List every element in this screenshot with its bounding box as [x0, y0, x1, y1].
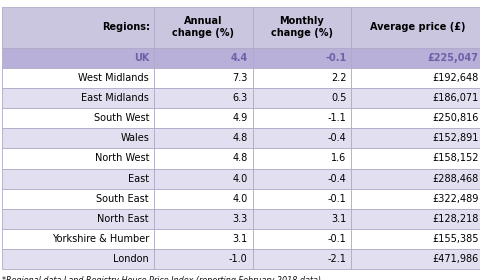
Text: £322,489: £322,489 — [432, 194, 478, 204]
Text: 3.1: 3.1 — [232, 234, 247, 244]
Bar — [350, 88, 480, 108]
Bar — [2, 7, 154, 48]
Text: 4.9: 4.9 — [232, 113, 247, 123]
Bar — [350, 48, 480, 68]
Bar — [2, 209, 154, 229]
Bar — [154, 128, 252, 148]
Text: -2.1: -2.1 — [327, 254, 346, 264]
Bar — [2, 48, 154, 68]
Text: 4.8: 4.8 — [232, 133, 247, 143]
Text: 7.3: 7.3 — [232, 73, 247, 83]
Text: -0.1: -0.1 — [327, 234, 346, 244]
Text: £152,891: £152,891 — [432, 133, 478, 143]
Bar — [350, 229, 480, 249]
Bar — [2, 128, 154, 148]
Text: £155,385: £155,385 — [431, 234, 478, 244]
Text: 4.8: 4.8 — [232, 153, 247, 164]
Text: £186,071: £186,071 — [432, 93, 478, 103]
Text: -1.0: -1.0 — [228, 254, 247, 264]
Text: South West: South West — [94, 113, 149, 123]
Bar — [350, 189, 480, 209]
Bar — [154, 229, 252, 249]
Bar — [154, 88, 252, 108]
Bar — [350, 249, 480, 269]
Bar — [154, 249, 252, 269]
Text: £192,648: £192,648 — [432, 73, 478, 83]
Bar — [252, 249, 350, 269]
Bar — [252, 189, 350, 209]
Bar — [350, 108, 480, 128]
Bar — [350, 169, 480, 189]
Bar — [252, 209, 350, 229]
Text: 2.2: 2.2 — [330, 73, 346, 83]
Bar — [2, 229, 154, 249]
Bar — [252, 229, 350, 249]
Text: UK: UK — [133, 53, 149, 63]
Bar — [154, 48, 252, 68]
Text: -0.4: -0.4 — [327, 174, 346, 184]
Bar — [154, 148, 252, 169]
Text: Monthly
change (%): Monthly change (%) — [270, 17, 332, 38]
Bar — [154, 108, 252, 128]
Bar — [2, 108, 154, 128]
Bar — [350, 7, 480, 48]
Text: Annual
change (%): Annual change (%) — [172, 17, 234, 38]
Text: Yorkshire & Humber: Yorkshire & Humber — [52, 234, 149, 244]
Bar — [2, 68, 154, 88]
Text: -0.1: -0.1 — [327, 194, 346, 204]
Bar — [2, 88, 154, 108]
Text: 3.3: 3.3 — [232, 214, 247, 224]
Text: South East: South East — [96, 194, 149, 204]
Text: Regions:: Regions: — [102, 22, 150, 32]
Text: £471,986: £471,986 — [432, 254, 478, 264]
Text: 1.6: 1.6 — [330, 153, 346, 164]
Text: East Midlands: East Midlands — [81, 93, 149, 103]
Text: East: East — [128, 174, 149, 184]
Text: 6.3: 6.3 — [232, 93, 247, 103]
Bar — [252, 148, 350, 169]
Bar — [252, 169, 350, 189]
Text: North East: North East — [97, 214, 149, 224]
Bar — [2, 249, 154, 269]
Bar — [350, 148, 480, 169]
Bar — [252, 108, 350, 128]
Text: £158,152: £158,152 — [431, 153, 478, 164]
Text: 0.5: 0.5 — [330, 93, 346, 103]
Text: £128,218: £128,218 — [432, 214, 478, 224]
Text: £225,047: £225,047 — [427, 53, 478, 63]
Text: -1.1: -1.1 — [327, 113, 346, 123]
Bar — [154, 209, 252, 229]
Bar — [154, 7, 252, 48]
Text: West Midlands: West Midlands — [78, 73, 149, 83]
Bar — [252, 128, 350, 148]
Text: 3.1: 3.1 — [330, 214, 346, 224]
Bar — [252, 88, 350, 108]
Bar — [154, 68, 252, 88]
Bar — [2, 189, 154, 209]
Bar — [350, 68, 480, 88]
Text: Wales: Wales — [120, 133, 149, 143]
Text: *Regional data Land Registry House Price Index (reporting February 2018 data): *Regional data Land Registry House Price… — [2, 276, 321, 280]
Text: Average price (£): Average price (£) — [369, 22, 464, 32]
Bar — [2, 148, 154, 169]
Text: £250,816: £250,816 — [432, 113, 478, 123]
Bar — [350, 128, 480, 148]
Text: 4.0: 4.0 — [232, 174, 247, 184]
Text: £288,468: £288,468 — [432, 174, 478, 184]
Bar — [252, 7, 350, 48]
Text: 4.4: 4.4 — [230, 53, 247, 63]
Text: -0.1: -0.1 — [324, 53, 346, 63]
Bar — [252, 68, 350, 88]
Text: -0.4: -0.4 — [327, 133, 346, 143]
Bar — [350, 209, 480, 229]
Text: 4.0: 4.0 — [232, 194, 247, 204]
Bar — [2, 169, 154, 189]
Text: London: London — [113, 254, 149, 264]
Bar — [154, 169, 252, 189]
Bar — [252, 48, 350, 68]
Bar — [154, 189, 252, 209]
Text: North West: North West — [95, 153, 149, 164]
